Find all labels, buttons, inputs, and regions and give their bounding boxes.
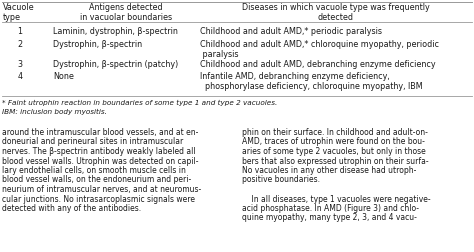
Text: doneurial and perineural sites in intramuscular: doneurial and perineural sites in intram… — [2, 138, 183, 146]
Text: Diseases in which vacuole type was frequently
detected: Diseases in which vacuole type was frequ… — [242, 3, 430, 22]
Text: phin on their surface. In childhood and adult-on-: phin on their surface. In childhood and … — [242, 128, 428, 137]
Text: In all diseases, type 1 vacuoles were negative-: In all diseases, type 1 vacuoles were ne… — [242, 195, 430, 204]
Text: No vacuoles in any other disease had utroph-: No vacuoles in any other disease had utr… — [242, 166, 416, 175]
Text: nerves. The β-spectrin antibody weakly labeled all: nerves. The β-spectrin antibody weakly l… — [2, 147, 196, 156]
Text: IBM: inclusion body myositis.: IBM: inclusion body myositis. — [2, 109, 107, 115]
Text: Dystrophin, β-spectrin: Dystrophin, β-spectrin — [53, 40, 142, 49]
Text: Antigens detected
in vacuolar boundaries: Antigens detected in vacuolar boundaries — [80, 3, 172, 22]
Text: Childhood and adult AMD, debranching enzyme deficiency: Childhood and adult AMD, debranching enz… — [200, 60, 436, 69]
Text: AMD, traces of utrophin were found on the bou-: AMD, traces of utrophin were found on th… — [242, 138, 425, 146]
Text: 1: 1 — [18, 27, 22, 36]
Text: quine myopathy, many type 2, 3, and 4 vacu-: quine myopathy, many type 2, 3, and 4 va… — [242, 213, 417, 223]
Text: bers that also expressed utrophin on their surfa-: bers that also expressed utrophin on the… — [242, 156, 428, 166]
Text: Vacuole
type: Vacuole type — [3, 3, 35, 22]
Text: cular junctions. No intrasarcoplasmic signals were: cular junctions. No intrasarcoplasmic si… — [2, 195, 195, 204]
Text: Laminin, dystrophin, β-spectrin: Laminin, dystrophin, β-spectrin — [53, 27, 178, 36]
Text: None: None — [53, 72, 74, 81]
Text: blood vessel walls. Utrophin was detected on capil-: blood vessel walls. Utrophin was detecte… — [2, 156, 199, 166]
Text: Childhood and adult AMD,* chloroquine myopathy, periodic
 paralysis: Childhood and adult AMD,* chloroquine my… — [200, 40, 439, 59]
Text: * Faint utrophin reaction in boundaries of some type 1 and type 2 vacuoles.: * Faint utrophin reaction in boundaries … — [2, 100, 277, 106]
Text: 2: 2 — [18, 40, 23, 49]
Text: Dystrophin, β-spectrin (patchy): Dystrophin, β-spectrin (patchy) — [53, 60, 178, 69]
Text: positive boundaries.: positive boundaries. — [242, 175, 320, 184]
Text: blood vessel walls, on the endoneurium and peri-: blood vessel walls, on the endoneurium a… — [2, 175, 191, 184]
Text: around the intramuscular blood vessels, and at en-: around the intramuscular blood vessels, … — [2, 128, 199, 137]
Text: aries of some type 2 vacuoles, but only in those: aries of some type 2 vacuoles, but only … — [242, 147, 426, 156]
Text: acid phosphatase. In AMD (Figure 3) and chlo-: acid phosphatase. In AMD (Figure 3) and … — [242, 204, 419, 213]
Text: lary endothelial cells, on smooth muscle cells in: lary endothelial cells, on smooth muscle… — [2, 166, 186, 175]
Text: 3: 3 — [18, 60, 22, 69]
Text: detected with any of the antibodies.: detected with any of the antibodies. — [2, 204, 141, 213]
Text: Childhood and adult AMD,* periodic paralysis: Childhood and adult AMD,* periodic paral… — [200, 27, 382, 36]
Text: 4: 4 — [18, 72, 22, 81]
Text: Infantile AMD, debranching enzyme deficiency,
  phosphorylase deficiency, chloro: Infantile AMD, debranching enzyme defici… — [200, 72, 423, 91]
Text: neurium of intramuscular nerves, and at neuromus-: neurium of intramuscular nerves, and at … — [2, 185, 201, 194]
